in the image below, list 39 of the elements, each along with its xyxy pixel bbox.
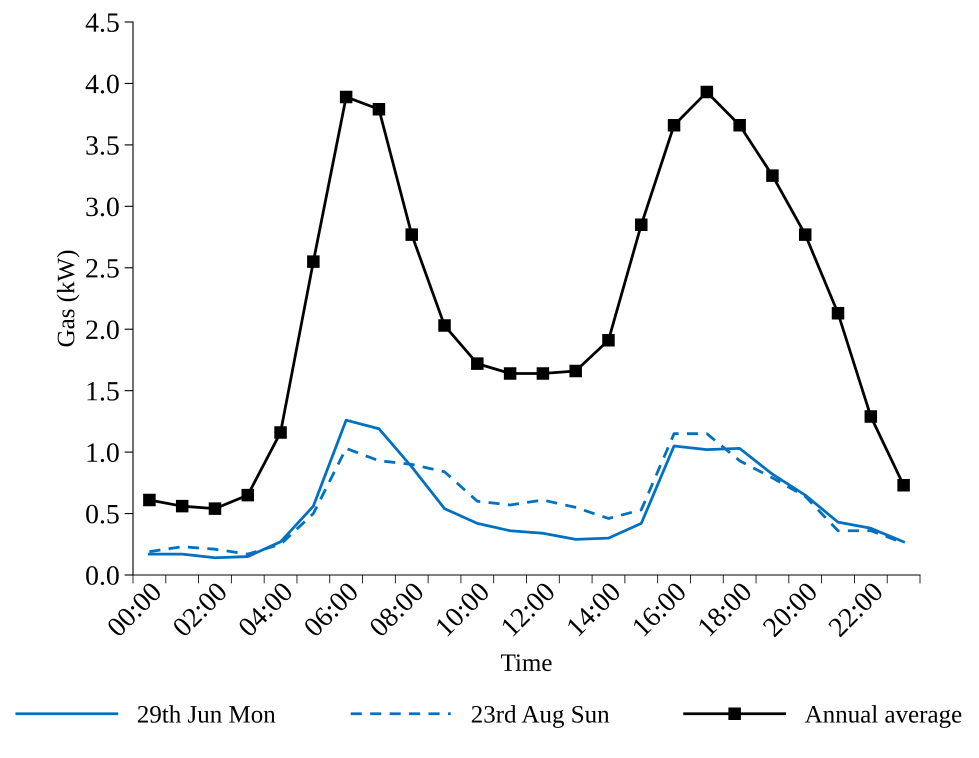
point (700, 86, 714, 98)
point (176, 500, 188, 512)
y-tick-label: 3.0 (86, 198, 119, 216)
point (471, 357, 484, 370)
y-tick-label: 2.0 (86, 320, 119, 340)
point (832, 306, 844, 320)
y-tick-label: 0.0 (86, 566, 119, 586)
point (372, 103, 386, 116)
y-tick-label: 4.0 (86, 74, 119, 94)
point (569, 364, 582, 378)
y-tick-label: 1.5 (88, 382, 119, 401)
y-tick-label: 2.5 (86, 259, 119, 278)
point (897, 479, 910, 492)
legend-label: 29th Jun Mon (138, 705, 276, 723)
y-tick-label: 0.5 (86, 504, 119, 524)
y-tick-label: 4.5 (86, 13, 119, 32)
point (798, 228, 812, 241)
point (242, 488, 254, 502)
point (307, 255, 320, 268)
point (143, 494, 156, 506)
point (733, 118, 746, 132)
point (635, 218, 648, 232)
point (668, 118, 680, 132)
point (274, 426, 287, 439)
point (405, 228, 418, 241)
point (766, 169, 779, 182)
point (208, 502, 222, 515)
y-tick-label: 3.5 (86, 136, 119, 155)
point (438, 319, 451, 332)
point (340, 90, 352, 104)
y-axis-title: Gas (kW) (56, 250, 80, 346)
legend-label: Annual average (804, 705, 962, 728)
y-tick-label: 1.0 (88, 443, 119, 462)
legend-label: 23rd Aug Sun (472, 705, 610, 728)
point (504, 367, 516, 380)
x-axis-title: Time (501, 654, 552, 672)
point (602, 334, 615, 347)
point (864, 410, 878, 423)
point (536, 367, 550, 380)
